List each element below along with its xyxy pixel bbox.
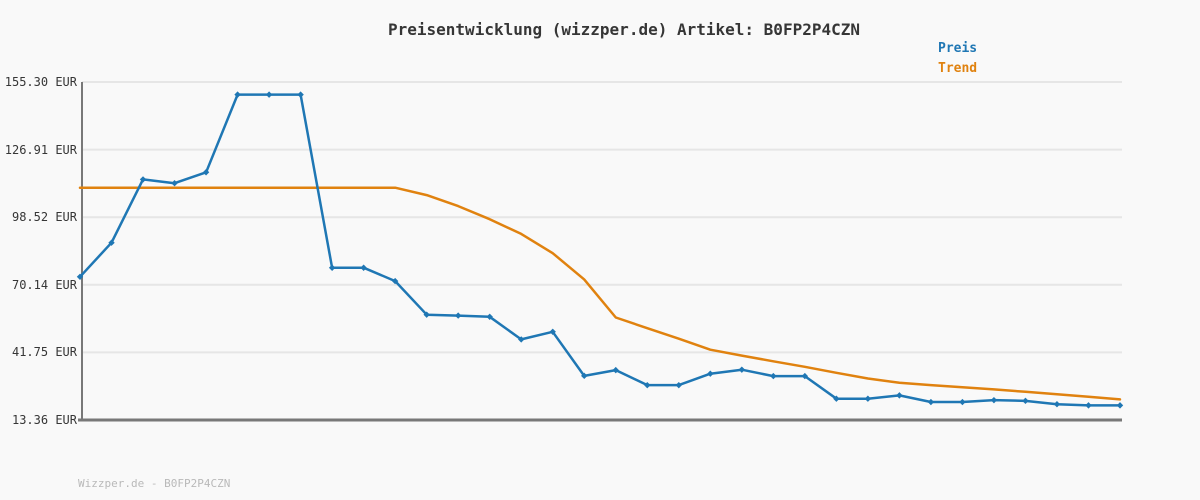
- y-axis-tick-label: 98.52 EUR: [11, 210, 77, 225]
- legend-item-preis: Preis: [938, 41, 978, 56]
- y-axis-tick-label: 70.14 EUR: [11, 277, 77, 292]
- chart-legend: Preis Trend: [938, 39, 977, 79]
- y-axis-tick-label: 41.75 EUR: [11, 345, 77, 360]
- chart-title: Preisentwicklung (wizzper.de) Artikel: B…: [387, 20, 861, 39]
- watermark-text: Wizzper.de - B0FP2P4CZN: [78, 477, 231, 490]
- y-axis-tick-label: 155.30 EUR: [4, 75, 77, 89]
- y-axis-tick-label: 126.91 EUR: [4, 142, 77, 157]
- y-axis-tick-label: 13.36 EUR: [11, 413, 77, 427]
- legend-item-trend: Trend: [938, 61, 978, 76]
